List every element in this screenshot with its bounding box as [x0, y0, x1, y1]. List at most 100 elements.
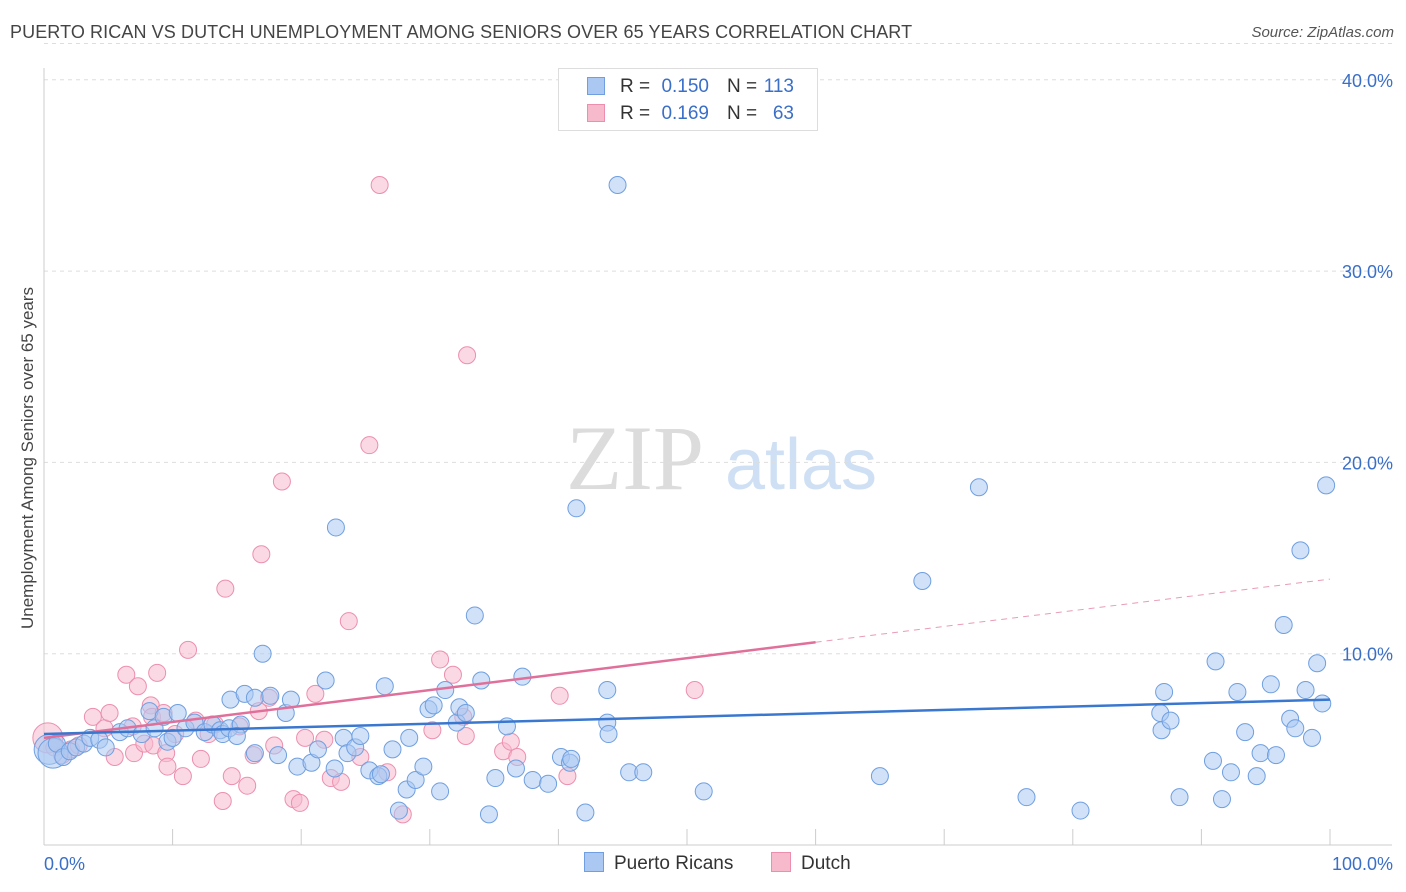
watermark-atlas: atlas: [725, 425, 877, 505]
data-point: [472, 671, 491, 690]
data-point: [1221, 763, 1240, 782]
data-point: [383, 740, 402, 759]
legend-item-puerto-ricans: Puerto Ricans: [584, 852, 733, 876]
legend-n-value: 113: [763, 76, 794, 97]
data-point: [117, 665, 136, 684]
data-point: [414, 757, 433, 776]
data-point: [1212, 790, 1231, 809]
data-point: [969, 478, 988, 497]
data-point: [562, 749, 581, 768]
source-credit: Source: ZipAtlas.com: [1251, 24, 1394, 41]
trend-lines: [43, 578, 1331, 740]
axes: [43, 68, 1392, 846]
data-point: [1228, 682, 1247, 701]
data-point: [325, 759, 344, 778]
legend-r-label: R =: [620, 103, 651, 124]
data-point: [1291, 541, 1310, 560]
legend-r-value: 0.169: [661, 103, 709, 124]
data-point: [339, 612, 358, 631]
data-point: [168, 704, 187, 723]
data-point: [456, 726, 475, 745]
data-point: [128, 677, 147, 696]
data-point: [148, 663, 167, 682]
data-point: [83, 707, 102, 726]
data-point: [456, 704, 475, 723]
data-point: [576, 803, 595, 822]
data-point: [431, 782, 450, 801]
data-point: [1261, 675, 1280, 694]
data-point: [272, 472, 291, 491]
watermark-zip: ZIP: [566, 407, 704, 509]
watermark: ZIP atlas: [566, 407, 877, 509]
data-point: [173, 767, 192, 786]
legend-swatch-blue: [587, 77, 605, 95]
legend-n-label: N =: [727, 103, 758, 124]
data-point: [1155, 682, 1174, 701]
y-tick-label: 40.0%: [1342, 71, 1393, 91]
legend-swatch-pink: [587, 104, 605, 122]
legend-r-value: 0.150: [661, 76, 709, 97]
legend-label-puerto-ricans: Puerto Ricans: [614, 853, 734, 874]
data-point: [1296, 681, 1315, 700]
legend-row-puerto-ricans: R = 0.150 N = 113: [559, 73, 817, 100]
data-point: [1313, 694, 1332, 713]
data-point: [1206, 652, 1225, 671]
data-point: [479, 805, 498, 824]
data-point: [406, 770, 425, 789]
data-point: [1071, 801, 1090, 820]
data-point: [179, 640, 198, 659]
data-point: [269, 746, 288, 765]
data-point: [191, 749, 210, 768]
data-point: [306, 684, 325, 703]
dutch-trend-extension: [815, 578, 1331, 643]
data-point: [216, 579, 235, 598]
legend-n-value: 63: [772, 103, 794, 124]
data-point: [261, 686, 280, 705]
puerto-rican-trend-line: [43, 698, 1331, 736]
data-point: [523, 770, 542, 789]
data-point: [1308, 654, 1327, 673]
dutch-trend-line: [43, 640, 816, 740]
data-point: [634, 763, 653, 782]
data-point: [539, 774, 558, 793]
data-point: [370, 176, 389, 195]
y-tick-label: 10.0%: [1342, 645, 1393, 665]
data-point: [326, 518, 345, 537]
data-point: [400, 728, 419, 747]
legend-n-label: N =: [727, 76, 758, 97]
data-point: [1266, 746, 1285, 765]
data-point: [245, 688, 264, 707]
data-point: [158, 757, 177, 776]
data-point: [443, 665, 462, 684]
data-point: [424, 696, 443, 715]
y-tick-label: 20.0%: [1342, 453, 1393, 473]
data-point: [694, 782, 713, 801]
data-point: [1170, 788, 1189, 807]
data-point: [213, 792, 232, 811]
legend-label-dutch: Dutch: [801, 853, 851, 874]
data-point: [375, 677, 394, 696]
legend-swatch-blue: [584, 852, 604, 872]
data-point: [253, 644, 272, 663]
data-point: [1017, 788, 1036, 807]
data-point: [316, 671, 335, 690]
data-point: [1247, 767, 1266, 786]
correlation-legend: R = 0.150 N = 113 R = 0.169 N = 63: [558, 68, 818, 131]
legend-row-dutch: R = 0.169 N = 63: [559, 100, 817, 127]
data-point: [238, 776, 257, 795]
x-tick-label-start: 0.0%: [44, 854, 85, 874]
data-point: [308, 740, 327, 759]
data-point: [608, 176, 627, 195]
data-point: [599, 725, 618, 744]
data-point: [550, 686, 569, 705]
grid-lines: [44, 43, 1392, 655]
data-point: [1161, 711, 1180, 730]
data-point: [567, 499, 586, 518]
data-point: [501, 732, 520, 751]
data-point: [252, 545, 271, 564]
data-point: [360, 436, 379, 455]
data-point: [465, 606, 484, 625]
data-point: [245, 744, 264, 763]
data-point: [1251, 744, 1270, 763]
data-point: [389, 801, 408, 820]
